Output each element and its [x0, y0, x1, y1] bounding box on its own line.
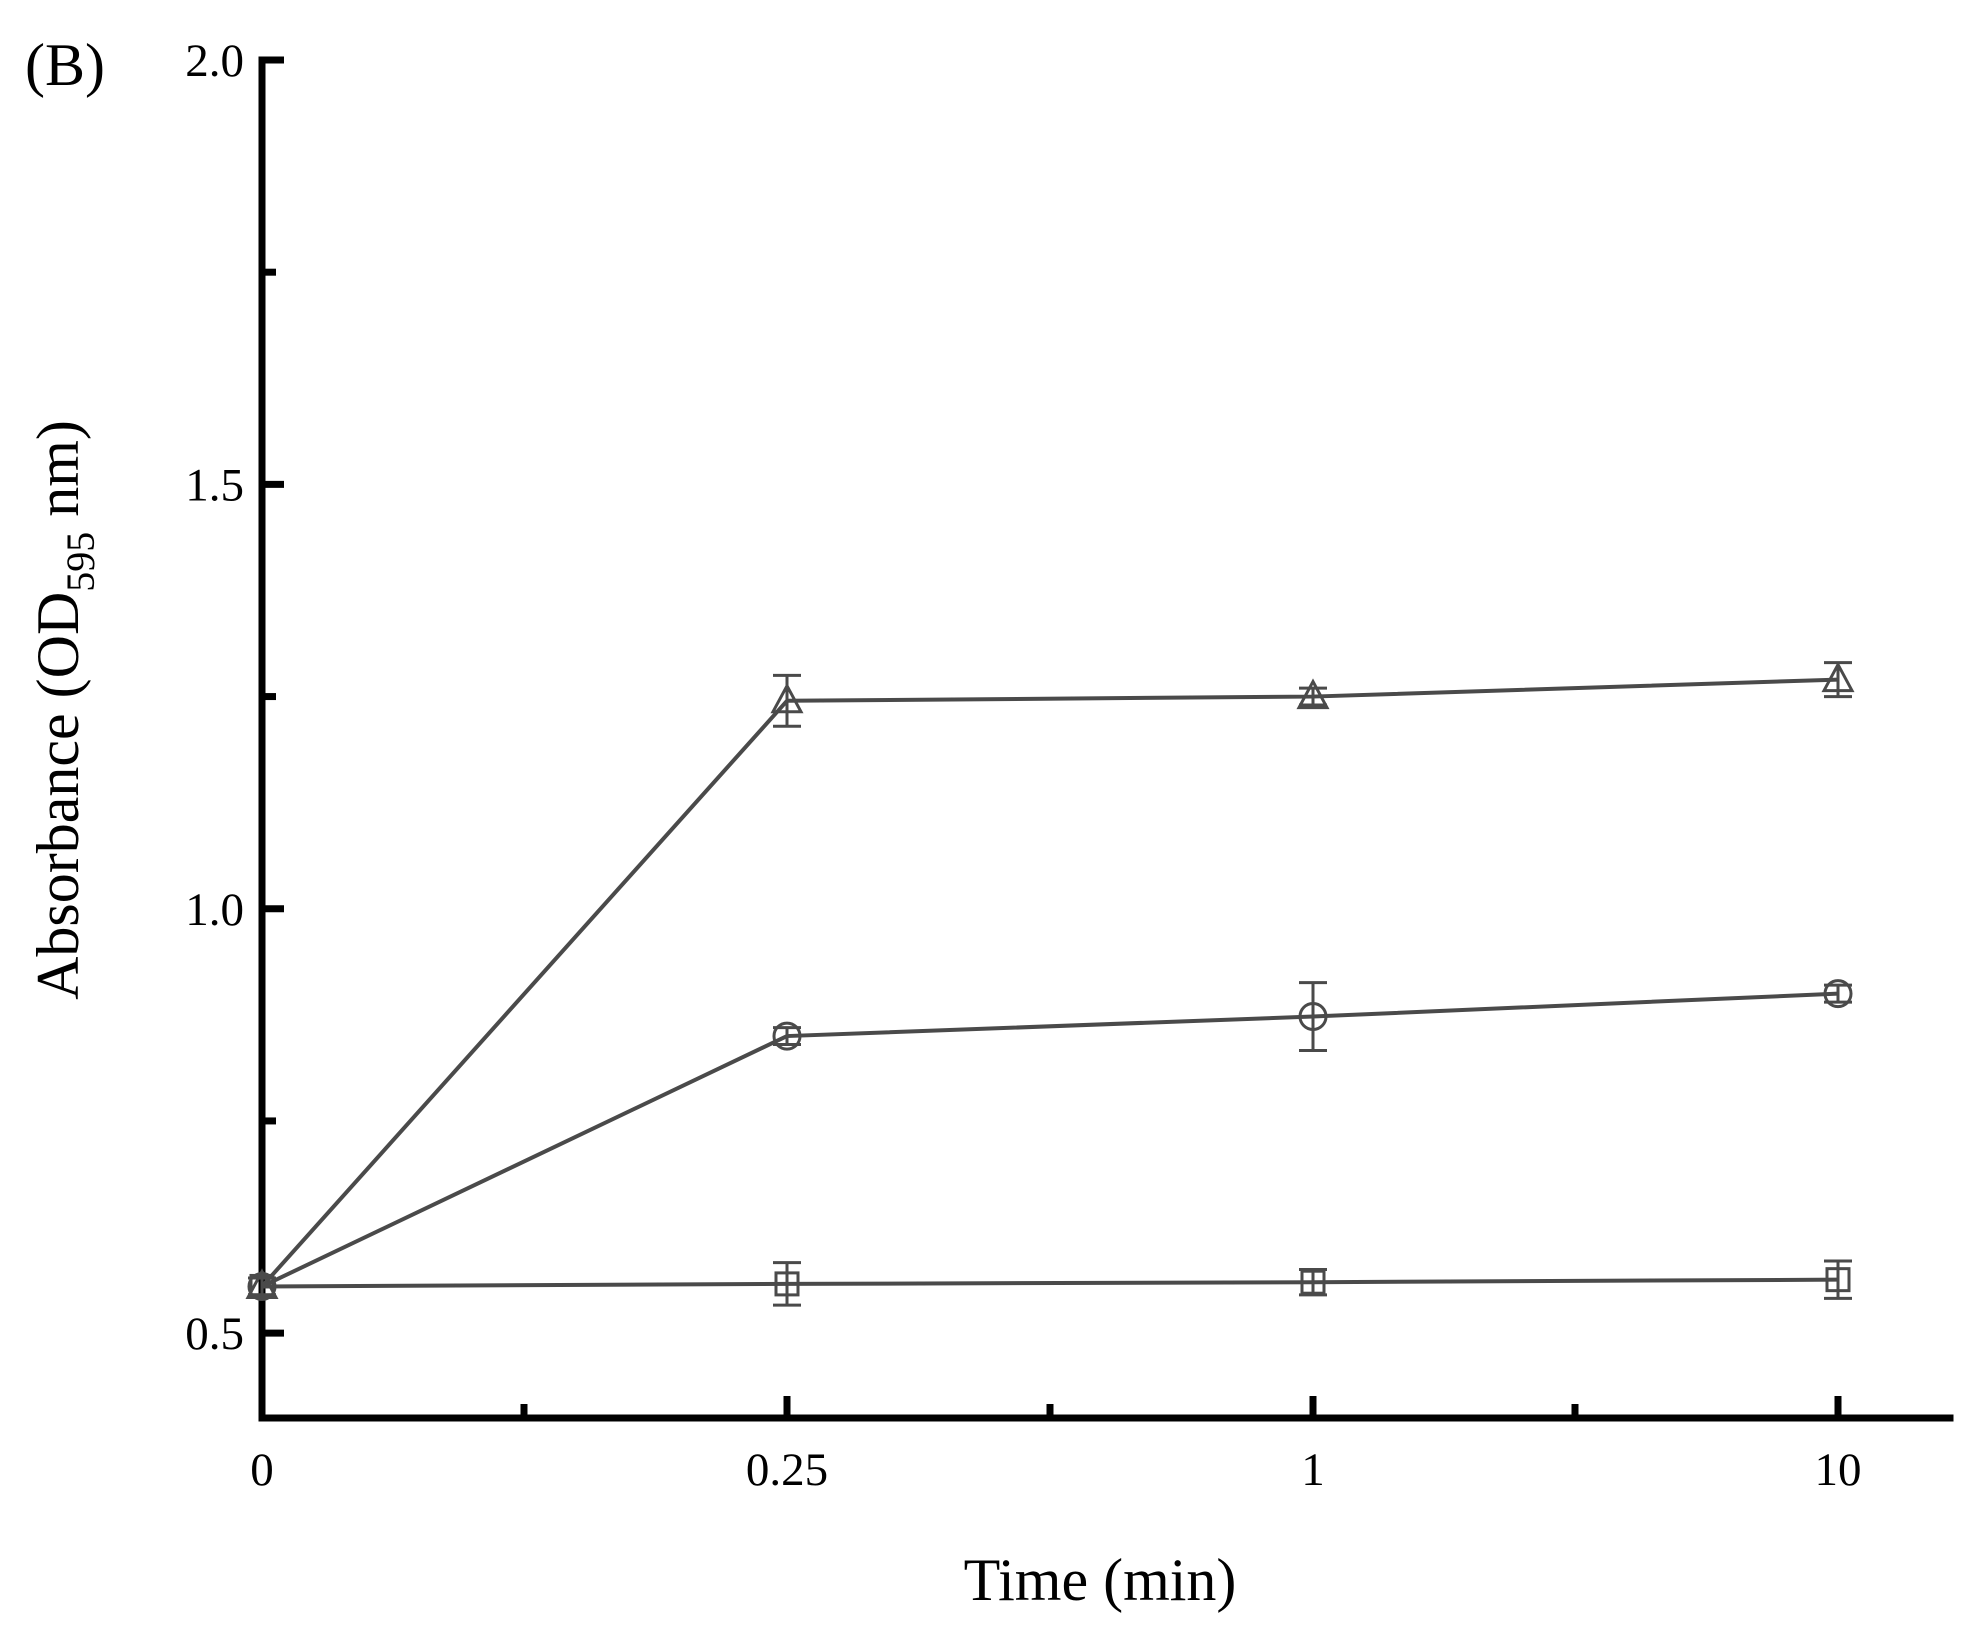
series-triangle [245, 661, 1855, 1299]
y-tick-label: 0.5 [185, 1308, 244, 1360]
data-point [770, 682, 804, 714]
data-point [1298, 1002, 1328, 1032]
y-tick-label: 2.0 [185, 35, 244, 87]
y-tick-label: 1.0 [185, 884, 244, 936]
series-circle [247, 979, 1853, 1301]
y-tick-label: 1.5 [185, 459, 244, 511]
x-tick-label: 10 [1815, 1444, 1862, 1496]
data-point [249, 1273, 275, 1299]
data-point [1825, 1267, 1851, 1293]
x-tick-label: 0.25 [746, 1444, 828, 1496]
y-axis-title-subscript: 595 [58, 532, 103, 592]
data-point [772, 1021, 802, 1051]
y-axis-title-suffix: nm) [25, 420, 91, 532]
y-axis-title: Absorbance (OD595 nm) [25, 420, 103, 1000]
plot-area [245, 661, 1855, 1307]
axes: 0.5 1.0 1.5 2.0 0 0.25 1 10 [185, 35, 1954, 1496]
y-axis-title-main: Absorbance (OD [25, 592, 91, 1000]
data-point [774, 1271, 800, 1297]
panel-label: (B) [25, 32, 105, 98]
data-point [1821, 661, 1855, 693]
x-axis-title: Time (min) [964, 1547, 1237, 1613]
data-point [1300, 1269, 1326, 1295]
series-square [248, 1259, 1852, 1307]
x-tick-label: 1 [1301, 1444, 1325, 1496]
x-tick-label: 0 [250, 1444, 274, 1496]
data-point [1823, 979, 1853, 1009]
series-line [261, 1277, 1839, 1289]
series-line [261, 991, 1839, 1289]
data-point [1296, 678, 1330, 710]
series-line [260, 677, 1839, 1288]
